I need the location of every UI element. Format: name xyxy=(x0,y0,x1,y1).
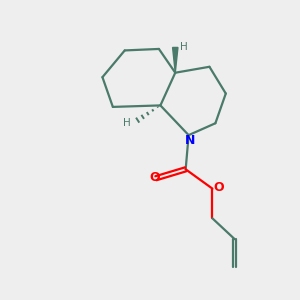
Text: N: N xyxy=(185,134,195,147)
Polygon shape xyxy=(172,47,178,73)
Text: H: H xyxy=(123,118,131,128)
Text: O: O xyxy=(149,171,160,184)
Text: H: H xyxy=(180,42,188,52)
Text: O: O xyxy=(214,181,224,194)
